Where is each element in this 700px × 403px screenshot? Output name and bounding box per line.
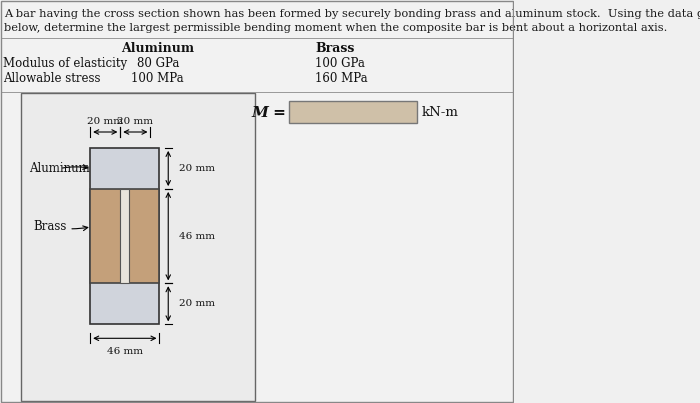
Text: 160 MPa: 160 MPa [316, 72, 368, 85]
Text: Brass: Brass [33, 220, 88, 233]
Text: Brass: Brass [316, 42, 355, 55]
Text: Aluminum: Aluminum [29, 162, 90, 175]
Bar [90, 148, 160, 324]
Bar [289, 101, 417, 123]
Text: 80 GPa: 80 GPa [136, 57, 179, 70]
Text: Aluminum: Aluminum [121, 42, 195, 55]
Text: 100 GPa: 100 GPa [316, 57, 365, 70]
Text: 20 mm: 20 mm [88, 116, 123, 125]
Text: 20 mm: 20 mm [178, 299, 214, 308]
Text: Modulus of elasticity: Modulus of elasticity [3, 57, 127, 70]
Text: 46 mm: 46 mm [107, 347, 143, 356]
Text: 20 mm: 20 mm [178, 164, 214, 173]
Bar [20, 93, 256, 401]
Text: 46 mm: 46 mm [178, 232, 214, 241]
Text: kN-m: kN-m [421, 106, 458, 119]
Text: below, determine the largest permissible bending moment when the composite bar i: below, determine the largest permissible… [4, 23, 668, 33]
Text: 100 MPa: 100 MPa [132, 72, 184, 85]
Text: M =: M = [251, 106, 286, 120]
Text: 20 mm: 20 mm [118, 116, 153, 125]
Bar [120, 189, 130, 283]
Text: A bar having the cross section shown has been formed by securely bonding brass a: A bar having the cross section shown has… [4, 9, 700, 19]
Bar [90, 189, 160, 283]
Text: Allowable stress: Allowable stress [3, 72, 100, 85]
